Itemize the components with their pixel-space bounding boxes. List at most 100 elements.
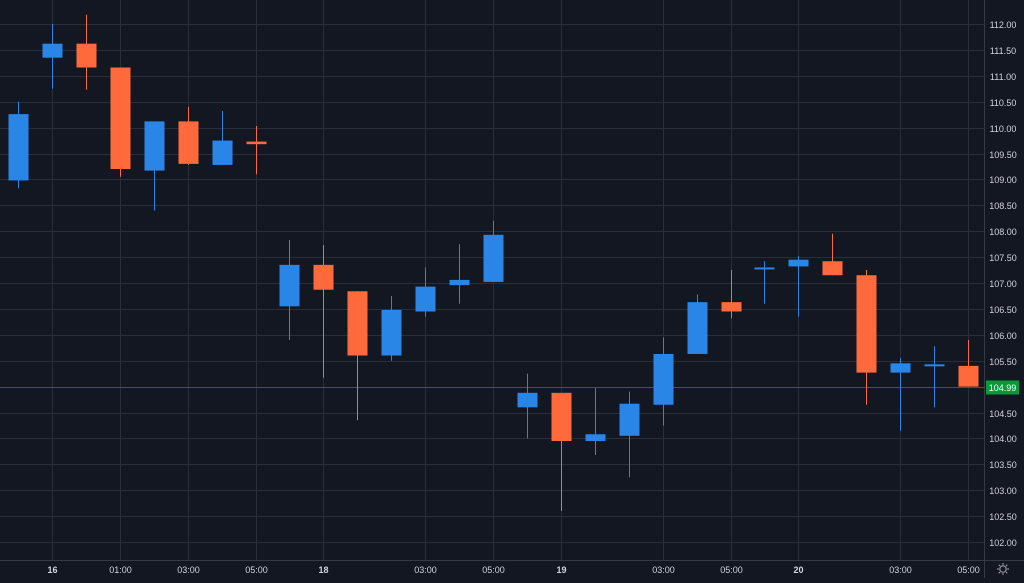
y-tick-label: 111.00 [990,72,1016,82]
x-tick-label: 19 [556,565,566,575]
candle[interactable] [144,121,165,211]
candle-body [144,121,165,171]
x-tick-label: 03:00 [177,565,200,575]
candle[interactable] [449,244,470,304]
candle[interactable] [551,392,572,511]
candle[interactable] [178,106,199,165]
candle[interactable] [381,295,402,361]
gear-icon-ring [999,565,1007,573]
candle[interactable] [246,126,267,175]
candle-body [313,264,334,290]
candle[interactable] [619,391,640,478]
candle[interactable] [924,346,945,408]
candle[interactable] [856,270,877,405]
y-tick-label: 108.50 [989,201,1017,211]
y-tick-label: 108.00 [989,227,1017,237]
candle-body [517,392,538,408]
y-tick-label: 103.50 [989,460,1017,470]
candle[interactable] [788,256,809,317]
x-tick-label: 05:00 [720,565,743,575]
candle-body [347,291,368,356]
candle-body [76,43,97,68]
x-tick-label: 03:00 [414,565,437,575]
candle[interactable] [42,24,63,89]
candle[interactable] [721,270,742,319]
gear-icon-tooth [998,571,1001,574]
y-tick-label: 110.00 [990,124,1017,134]
y-tick-label: 107.00 [989,279,1017,289]
price-tag-bg [986,380,1019,395]
candle-body [721,302,742,312]
candle-body [924,364,945,367]
x-tick-label: 05:00 [482,565,505,575]
candle-body [178,121,199,164]
candle-body [8,114,29,181]
candle-body [42,43,63,58]
candle-body [619,403,640,436]
candle-body [788,259,809,267]
candle[interactable] [754,261,775,304]
x-tick-label: 20 [793,565,803,575]
candle-body [449,279,470,286]
y-tick-label: 104.00 [989,434,1017,444]
gear-icon-tooth [1005,564,1008,567]
y-tick-label: 107.50 [989,253,1017,263]
y-tick-label: 102.50 [989,512,1017,522]
candle-body [415,286,436,312]
candle[interactable] [212,111,233,165]
y-tick-label: 106.00 [989,331,1017,341]
y-tick-label: 112.00 [990,20,1017,30]
candle[interactable] [313,245,334,378]
candle-body [585,434,606,441]
gear-icon[interactable] [997,563,1009,575]
candle-body [653,353,674,405]
y-tick-label: 109.50 [989,150,1017,160]
gear-icon-tooth [1005,571,1008,574]
candle[interactable] [687,294,708,354]
y-tick-label: 102.00 [989,538,1017,548]
candle[interactable] [822,233,843,276]
y-tick-label: 111.50 [990,46,1016,56]
candle[interactable] [585,388,606,455]
current-price-tag: 104.99 [986,380,1019,395]
x-tick-label: 05:00 [245,565,268,575]
candle[interactable] [347,291,368,421]
candles[interactable] [8,14,979,511]
y-tick-label: 103.00 [989,486,1017,496]
candle-body [856,275,877,373]
gear-icon-tooth [998,564,1001,567]
y-tick-label: 109.00 [989,175,1017,185]
y-tick-label: 110.50 [990,98,1017,108]
candle[interactable] [653,337,674,426]
x-tick-label: 03:00 [652,565,675,575]
candle[interactable] [483,220,504,282]
candle-body [551,392,572,441]
candle-body [279,264,300,307]
candle-body [958,365,979,387]
candle-body [246,141,267,145]
x-tick-label: 01:00 [109,565,132,575]
candle[interactable] [415,267,436,317]
candle[interactable] [110,67,131,177]
y-tick-label: 106.50 [989,305,1017,315]
candle-body [754,267,775,270]
x-tick-label: 16 [47,565,57,575]
candle-body [890,363,911,373]
candle[interactable] [76,14,97,90]
candle[interactable] [279,240,300,340]
candle-body [212,140,233,165]
candle[interactable] [517,373,538,439]
candle[interactable] [890,358,911,431]
candle[interactable] [8,101,29,189]
candle-body [110,67,131,170]
y-tick-label: 104.50 [989,409,1017,419]
x-tick-label: 18 [318,565,328,575]
candle-body [687,302,708,354]
candle-body [381,309,402,356]
x-tick-label: 03:00 [889,565,912,575]
candle[interactable] [958,339,979,387]
grid [0,0,984,560]
